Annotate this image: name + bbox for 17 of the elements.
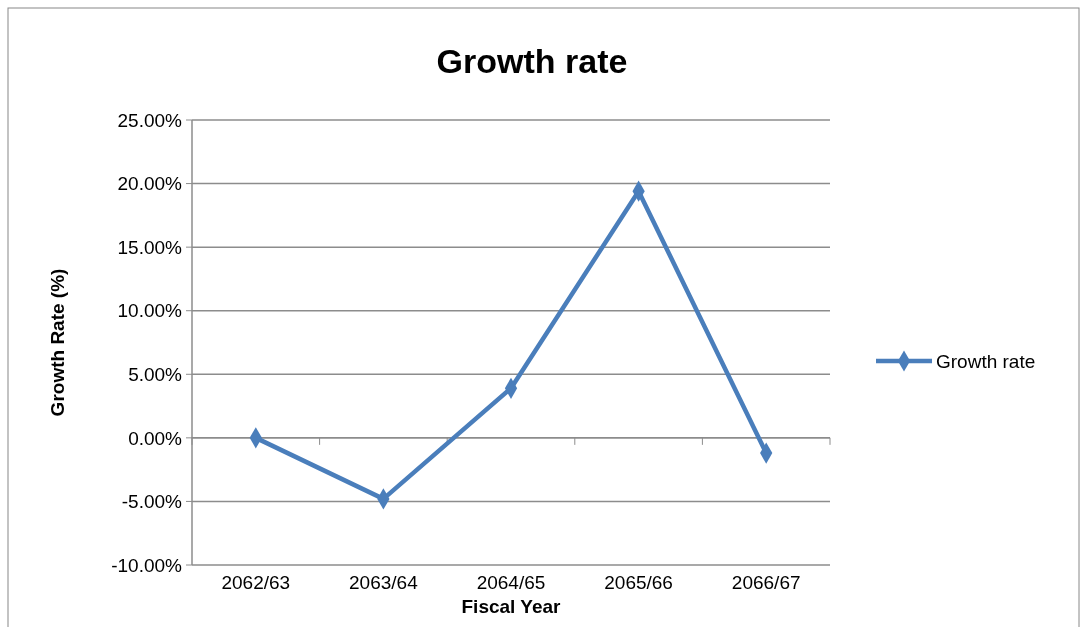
y-tick-label: 5.00% [128,363,183,385]
y-tick-label: -5.00% [121,491,183,513]
chart-title: Growth rate [436,42,628,80]
y-tick-label: 20.00% [117,173,183,195]
x-tick-label: 2062/63 [221,572,291,593]
y-tick-label: 25.00% [117,109,183,131]
x-axis-title: Fiscal Year [461,596,562,617]
legend-label: Growth rate [936,350,1036,372]
y-axis-title: Growth Rate (%) [47,268,68,417]
x-tick-label: 2063/64 [349,572,419,593]
y-tick-label: 0.00% [128,427,183,449]
x-tick-label: 2066/67 [731,572,801,593]
y-tick-label: 15.00% [117,236,183,258]
y-tick-label: 10.00% [117,300,183,322]
x-tick-label: 2065/66 [604,572,673,593]
x-tick-label: 2064/65 [476,572,546,593]
y-tick-label: -10.00% [111,554,183,576]
